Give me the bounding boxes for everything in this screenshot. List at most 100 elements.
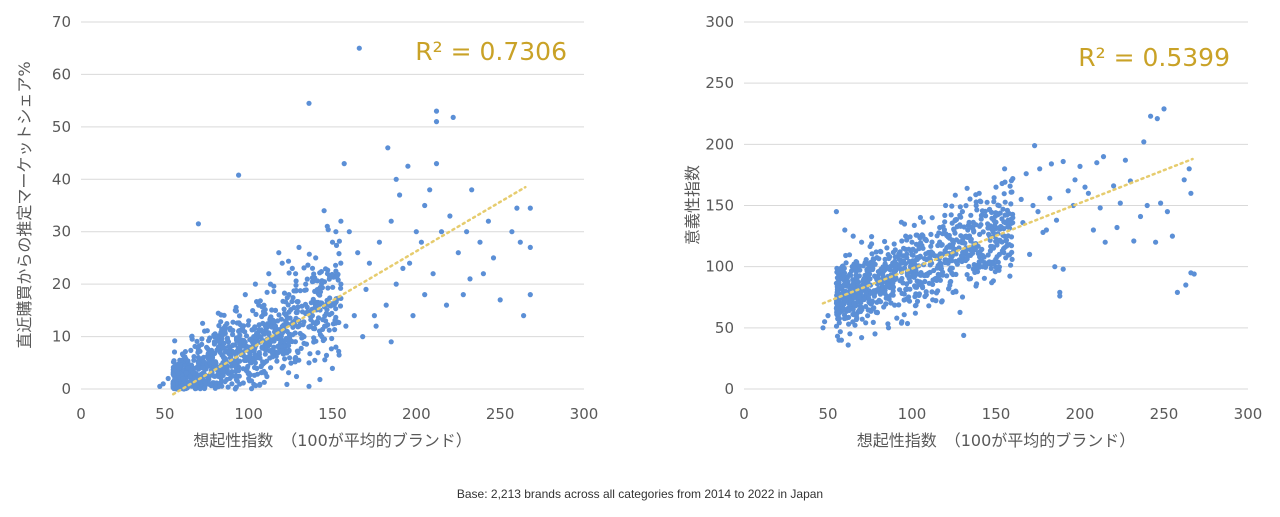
data-point	[464, 229, 470, 235]
data-point	[252, 360, 258, 366]
data-point	[993, 256, 999, 262]
data-point	[833, 209, 840, 215]
data-point	[293, 373, 300, 380]
data-point	[859, 239, 865, 245]
data-point	[182, 354, 188, 360]
data-point	[869, 251, 875, 257]
data-point	[229, 381, 235, 387]
data-point	[989, 209, 995, 215]
chart-market-share-vs-recall: 0 10 20 30 40 50 60 70 0 50 100 150 200 250 300 想起性指数 （…	[15, 13, 598, 450]
x-tick-label: 150	[318, 405, 347, 423]
data-point	[865, 261, 871, 267]
data-point	[903, 233, 909, 239]
data-point	[992, 223, 998, 229]
data-point	[906, 246, 912, 252]
data-point	[279, 260, 285, 266]
data-point	[857, 303, 863, 309]
y-tick-label: 200	[705, 135, 734, 153]
data-point	[281, 290, 288, 296]
data-point	[165, 375, 171, 382]
data-point	[1052, 264, 1058, 270]
y-tick-label: 100	[705, 258, 734, 276]
data-point	[1141, 139, 1147, 145]
data-point	[1007, 225, 1013, 231]
data-point	[1102, 239, 1108, 245]
data-point	[913, 241, 920, 247]
data-point	[925, 249, 932, 256]
data-point	[997, 210, 1003, 216]
data-point	[327, 312, 333, 318]
chart-meaningful-vs-recall: 0 50 100 150 200 250 300 0 50 100 150 200 250 300 想起性指…	[683, 13, 1262, 450]
x-tick-label: 0	[739, 405, 749, 423]
data-point	[217, 338, 224, 344]
data-point	[842, 298, 848, 304]
data-point	[271, 288, 277, 295]
data-point	[443, 302, 450, 308]
data-point	[977, 231, 983, 237]
data-point	[293, 278, 299, 284]
data-point	[944, 273, 950, 279]
data-point	[892, 247, 898, 253]
data-point	[204, 344, 210, 350]
data-point	[427, 187, 433, 193]
data-point	[271, 338, 277, 344]
data-point	[433, 108, 440, 114]
data-point	[1035, 209, 1041, 215]
data-point	[993, 210, 999, 216]
data-point	[1002, 199, 1008, 205]
data-point	[182, 349, 188, 355]
data-point	[911, 222, 917, 228]
data-point	[316, 292, 322, 298]
data-point	[922, 236, 928, 242]
data-point	[1174, 289, 1180, 295]
data-point	[822, 319, 828, 325]
data-point	[888, 300, 894, 306]
data-point	[869, 234, 875, 240]
trendline	[171, 185, 527, 396]
data-point	[1060, 158, 1066, 165]
data-point	[951, 227, 957, 233]
data-point	[904, 237, 910, 243]
r-squared-label: R² = 0.7306	[415, 37, 567, 66]
y-tick-label: 60	[52, 65, 71, 83]
data-point	[336, 238, 342, 244]
data-point	[304, 276, 310, 282]
data-point	[985, 252, 991, 258]
data-point	[469, 187, 475, 193]
data-point	[872, 331, 878, 337]
data-point	[485, 218, 491, 224]
data-point	[200, 365, 206, 371]
data-point	[898, 219, 905, 225]
data-point	[850, 233, 856, 239]
data-point	[383, 302, 389, 308]
data-point	[225, 339, 232, 345]
data-point	[242, 292, 248, 298]
data-point	[943, 231, 949, 237]
data-point	[929, 215, 935, 221]
data-point	[351, 313, 357, 319]
data-point	[935, 288, 941, 294]
data-point	[1002, 179, 1008, 185]
data-point	[243, 333, 250, 339]
data-point	[233, 373, 239, 379]
y-tick-label: 50	[52, 118, 71, 136]
data-point	[1007, 219, 1013, 225]
data-point	[323, 318, 329, 324]
data-point	[299, 309, 306, 315]
data-point	[957, 204, 963, 210]
data-point	[329, 365, 335, 371]
data-point	[1148, 113, 1154, 119]
data-point	[521, 313, 527, 319]
data-point	[296, 323, 302, 329]
data-point	[376, 239, 382, 245]
data-point	[897, 287, 903, 293]
data-point	[1008, 201, 1014, 207]
data-point	[257, 298, 263, 304]
data-point	[901, 297, 907, 303]
data-point	[202, 378, 208, 384]
data-point	[1040, 229, 1046, 235]
data-point	[987, 237, 993, 243]
data-point	[208, 347, 215, 353]
data-point	[284, 381, 290, 387]
x-tick-label: 200	[1066, 405, 1095, 423]
